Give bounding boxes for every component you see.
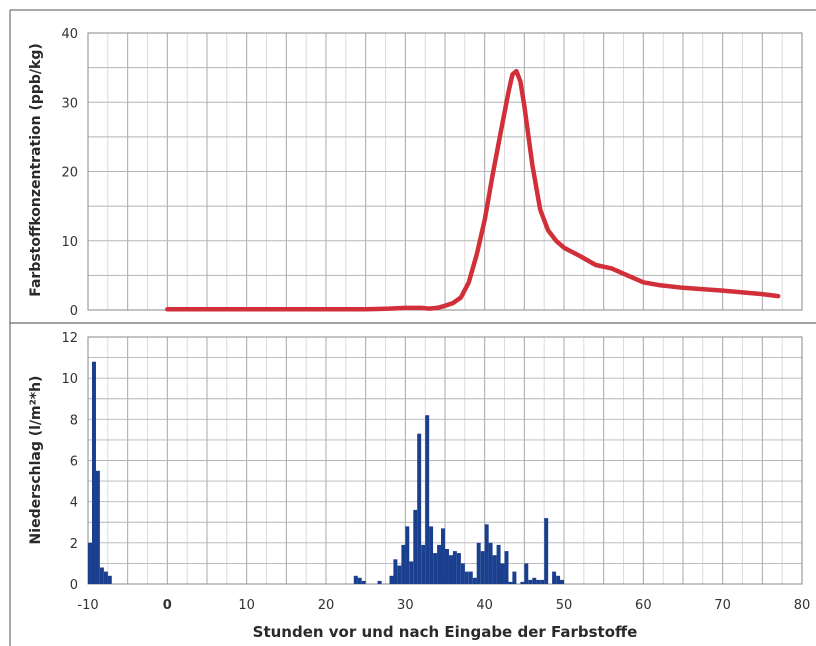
precipitation-bars (88, 361, 564, 584)
precipitation-bar (377, 580, 382, 584)
precipitation-bar (488, 542, 493, 584)
precipitation-bar (95, 470, 100, 584)
precipitation-bar (389, 575, 394, 584)
precipitation-bar (445, 549, 449, 584)
precipitation-bar (92, 361, 96, 584)
precipitation-grid (87, 336, 803, 585)
x-axis-label: Stunden vor und nach Eingabe der Farbsto… (253, 623, 638, 641)
precipitation-bar (480, 551, 485, 584)
y-tick-label: 10 (61, 235, 78, 250)
precipitation-bar (353, 575, 358, 584)
precipitation-bar (456, 553, 461, 584)
precipitation-bar (532, 577, 537, 584)
x-tick-label: 60 (635, 598, 652, 613)
y-tick-label: 40 (61, 27, 78, 42)
precipitation-bar (524, 563, 529, 584)
precipitation-bar (512, 571, 517, 584)
precipitation-bar (421, 544, 426, 584)
precipitation-bar (556, 575, 561, 584)
concentration-grid (10, 32, 816, 324)
precipitation-bar (552, 571, 557, 584)
precipitation-bar (528, 579, 533, 584)
precipitation-bar (397, 565, 402, 584)
precipitation-bar (504, 551, 509, 584)
precipitation-bar (464, 571, 469, 584)
precipitation-bar (544, 518, 549, 584)
y-tick-label: 8 (70, 413, 78, 428)
precipitation-bar (468, 571, 473, 584)
x-axis-ticks: -10 0 10 20 30 40 50 60 70 80 (77, 598, 810, 613)
precipitation-bar (393, 559, 398, 584)
x-tick-label: 40 (476, 598, 493, 613)
precipitation-bar (103, 571, 108, 584)
precipitation-bar (405, 526, 410, 584)
x-tick-label: 0 (163, 598, 172, 613)
precipitation-bar (413, 509, 418, 584)
precipitation-bar (107, 575, 112, 584)
precipitation-bar (492, 555, 497, 584)
y-tick-label: 2 (70, 537, 78, 552)
precipitation-bar (560, 579, 564, 584)
precipitation-bar (409, 561, 414, 584)
precipitation-bar (472, 577, 477, 584)
precipitation-bar (460, 563, 465, 584)
precipitation-bar (484, 524, 489, 584)
precipitation-bar (441, 528, 445, 584)
precipitation-bar (452, 551, 457, 584)
precipitation-bar (500, 563, 505, 584)
precipitation-bar (496, 544, 501, 584)
concentration-panel: 0 10 20 30 40 (10, 27, 816, 324)
x-tick-label: 10 (238, 598, 255, 613)
concentration-line (165, 68, 781, 312)
precipitation-bar (429, 526, 434, 584)
figure-frame (9, 9, 816, 646)
y-tick-label: 12 (61, 331, 78, 346)
x-tick-label: 80 (794, 598, 811, 613)
x-tick-label: 70 (714, 598, 731, 613)
precipitation-bar (536, 579, 541, 584)
y-tick-label: 0 (70, 578, 78, 593)
precipitation-bar (88, 542, 92, 584)
precipitation-bar (417, 433, 422, 584)
precipitation-bar (437, 544, 442, 584)
y-tick-label: 4 (70, 496, 78, 511)
precipitation-bar (99, 567, 104, 584)
precipitation-bar (357, 577, 362, 584)
precipitation-bar (361, 580, 366, 584)
concentration-y-ticks: 0 10 20 30 40 (61, 27, 78, 319)
precipitation-y-axis-label: Niederschlag (l/m²*h) (28, 376, 44, 545)
precipitation-panel: 0 2 4 6 8 10 12 -10 0 10 20 30 40 50 60 70 80 (61, 331, 810, 613)
precipitation-y-ticks: 0 2 4 6 8 10 12 (61, 331, 78, 593)
x-tick-label: -10 (77, 598, 98, 613)
concentration-y-axis-label: Farbstoffkonzentration (ppb/kg) (28, 43, 44, 297)
y-tick-label: 20 (61, 166, 78, 181)
precipitation-bar (508, 581, 513, 584)
x-tick-label: 20 (318, 598, 335, 613)
x-tick-label: 50 (556, 598, 573, 613)
y-tick-label: 6 (70, 455, 78, 470)
y-tick-label: 10 (61, 372, 78, 387)
y-tick-label: 0 (70, 304, 78, 319)
x-tick-label: 30 (397, 598, 414, 613)
precipitation-bar (425, 415, 430, 584)
precipitation-bar (449, 555, 453, 584)
y-tick-label: 30 (61, 96, 78, 111)
precipitation-bar (540, 579, 545, 584)
precipitation-bar (433, 553, 438, 584)
precipitation-bar (401, 544, 406, 584)
precipitation-bar (520, 581, 525, 584)
precipitation-bar (476, 542, 481, 584)
